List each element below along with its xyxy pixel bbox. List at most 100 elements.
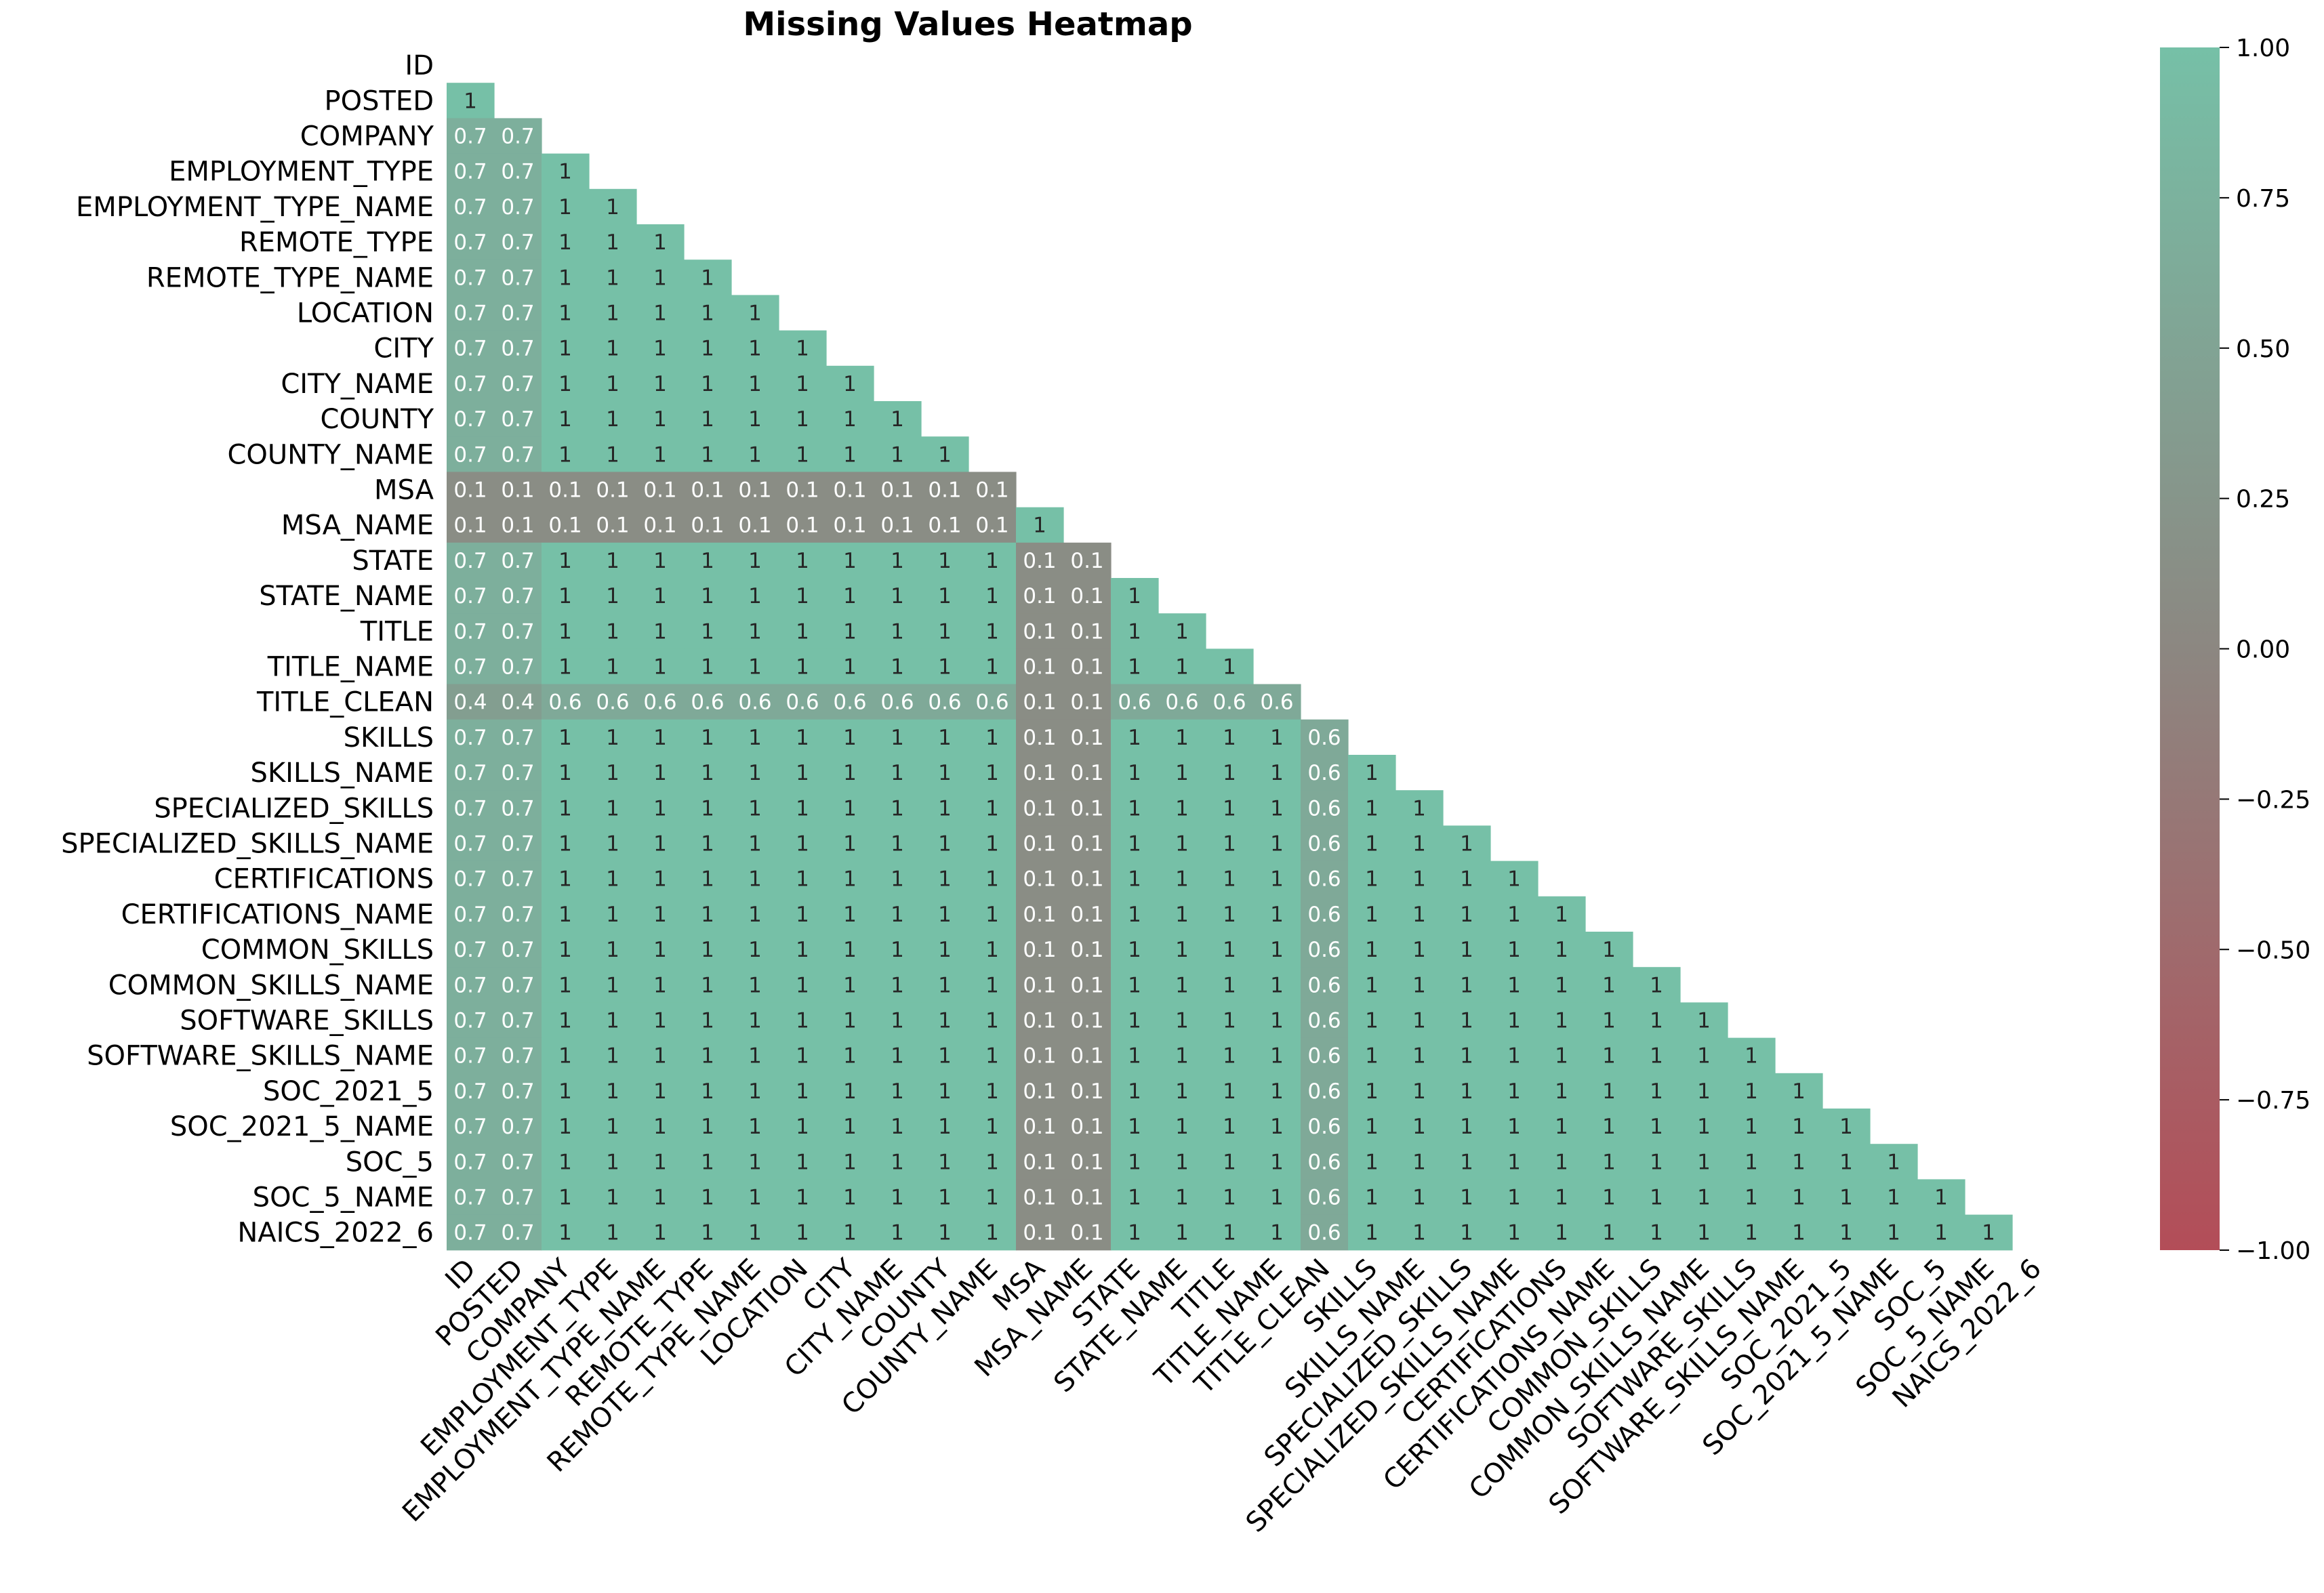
cell-value-label: 1 — [1128, 1079, 1141, 1104]
heatmap-cell — [969, 542, 1017, 579]
heatmap-cell — [1206, 1144, 1254, 1180]
heatmap-cell — [1253, 790, 1301, 826]
heatmap-cell — [589, 932, 637, 968]
cell-value-label: 1 — [796, 726, 809, 750]
cell-value-label: 0.1 — [1023, 1186, 1056, 1210]
cell-value-label: 0.6 — [691, 690, 724, 715]
cell-value-label: 0.7 — [453, 549, 487, 573]
heatmap-cell — [1395, 1214, 1444, 1251]
cell-value-label: 0.7 — [501, 796, 534, 821]
cell-value-label: 0.1 — [643, 514, 676, 538]
heatmap-cell — [1680, 1179, 1728, 1216]
heatmap-cell — [969, 861, 1017, 897]
heatmap-cell — [826, 1144, 874, 1180]
cell-value-label: 1 — [1555, 903, 1568, 927]
heatmap-cell — [1395, 1037, 1444, 1074]
cell-value-label: 0.1 — [786, 478, 819, 503]
heatmap-cell — [1775, 1179, 1823, 1216]
heatmap-cell — [542, 719, 590, 756]
heatmap-cell — [921, 436, 969, 472]
cell-value-label: 1 — [701, 903, 714, 927]
cell-value-label: 1 — [653, 761, 667, 785]
heatmap-cell — [1063, 648, 1112, 685]
cell-value-label: 1 — [606, 655, 619, 680]
cell-value-label: 1 — [1270, 867, 1284, 892]
cell-value-label: 1 — [891, 584, 904, 608]
cell-value-label: 1 — [653, 938, 667, 962]
row-tick-label: SPECIALIZED_SKILLS — [154, 793, 434, 824]
heatmap-cell — [494, 1214, 542, 1251]
colorbar-gradient — [2160, 47, 2220, 1250]
cell-value-label: 1 — [748, 726, 762, 750]
heatmap-cell — [1253, 684, 1301, 720]
heatmap-cell — [589, 719, 637, 756]
row-tick-label: SOC_5 — [346, 1146, 434, 1178]
cell-value-label: 0.7 — [453, 1044, 487, 1069]
heatmap-cell — [1633, 1037, 1681, 1074]
cell-value-label: 0.7 — [501, 1150, 534, 1174]
heatmap-cell — [1158, 896, 1206, 932]
heatmap-cell — [494, 755, 542, 791]
heatmap-cell — [684, 578, 732, 614]
cell-value-label: 1 — [1412, 903, 1426, 927]
cell-value-label: 1 — [1412, 1221, 1426, 1245]
heatmap-cell — [731, 967, 779, 1003]
cell-value-label: 1 — [1365, 1044, 1379, 1069]
heatmap-cell — [684, 472, 732, 508]
row-tick-label: SPECIALIZED_SKILLS_NAME — [61, 829, 434, 860]
heatmap-cell — [447, 188, 495, 225]
heatmap-cell — [1158, 719, 1206, 756]
heatmap-cell — [542, 260, 590, 295]
cell-value-label: 0.6 — [786, 690, 819, 715]
cell-value-label: 1 — [891, 619, 904, 644]
heatmap-cell — [1206, 896, 1254, 932]
cell-value-label: 1 — [1555, 1150, 1568, 1174]
cell-value-label: 1 — [938, 761, 952, 785]
heatmap-cell — [1348, 1073, 1396, 1109]
cell-value-label: 1 — [1223, 867, 1236, 892]
heatmap-cell — [447, 401, 495, 437]
heatmap-cell — [684, 648, 732, 685]
heatmap-cell — [1158, 648, 1206, 685]
cell-value-label: 1 — [843, 761, 857, 785]
cell-value-label: 0.6 — [1307, 1009, 1341, 1033]
cell-value-label: 0.7 — [453, 973, 487, 997]
heatmap-cell — [1253, 1179, 1301, 1216]
cell-value-label: 1 — [748, 796, 762, 821]
cell-value-label: 0.7 — [453, 832, 487, 856]
heatmap-cell — [684, 542, 732, 579]
heatmap-cell — [1870, 1214, 1918, 1251]
cell-value-label: 1 — [796, 337, 809, 361]
row-tick-label: EMPLOYMENT_TYPE_NAME — [76, 192, 434, 223]
heatmap-cell — [636, 648, 685, 685]
cell-value-label: 0.1 — [1023, 655, 1056, 680]
heatmap-cell — [1158, 1214, 1206, 1251]
cell-value-label: 1 — [891, 761, 904, 785]
row-tick-label: STATE — [352, 545, 434, 577]
heatmap-cell — [826, 578, 874, 614]
heatmap-cell — [1253, 825, 1301, 862]
heatmap-cell — [1063, 932, 1112, 968]
heatmap-cell — [826, 896, 874, 932]
heatmap-cell — [1063, 578, 1112, 614]
heatmap-cell — [969, 755, 1017, 791]
heatmap-cell — [1585, 967, 1633, 1003]
heatmap-cell — [1111, 613, 1159, 649]
heatmap-cell — [636, 719, 685, 756]
cell-value-label: 1 — [1365, 1009, 1379, 1033]
cell-value-label: 1 — [558, 266, 572, 290]
heatmap-cell — [1016, 790, 1064, 826]
cell-value-label: 0.1 — [1070, 726, 1103, 750]
cell-value-label: 1 — [1934, 1221, 1948, 1245]
heatmap-cell — [1301, 1002, 1349, 1039]
cell-value-label: 0.6 — [1307, 903, 1341, 927]
cell-value-label: 1 — [1650, 973, 1663, 997]
cell-value-label: 1 — [891, 938, 904, 962]
cell-value-label: 0.1 — [1070, 1044, 1103, 1069]
heatmap-cell — [1016, 613, 1064, 649]
heatmap-cell — [589, 188, 637, 225]
heatmap-cell — [447, 542, 495, 579]
heatmap-cell — [1206, 648, 1254, 685]
heatmap-cell — [636, 1002, 685, 1039]
heatmap-cell — [731, 719, 779, 756]
